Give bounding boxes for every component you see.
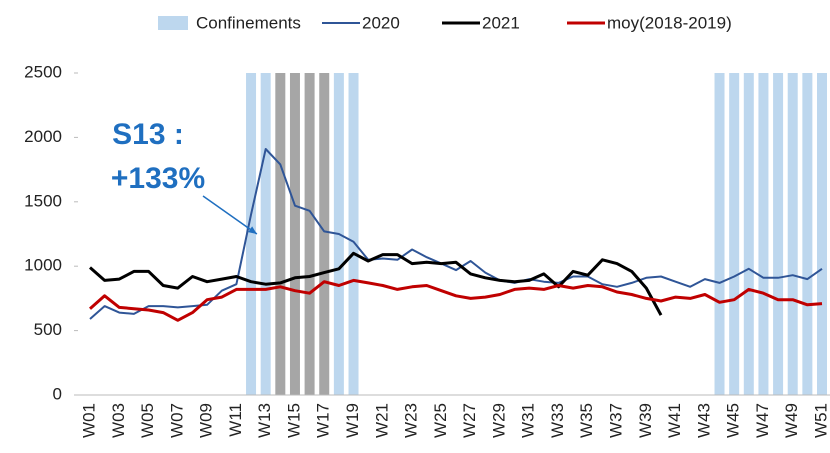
lockdown-bar [773,73,784,395]
x-tick-label: W15 [284,403,303,438]
lockdown-bar [802,73,813,395]
x-tick-label: W49 [782,403,801,438]
annotation-arrow [202,195,258,235]
x-tick-label: W51 [811,403,830,438]
x-tick-label: W37 [607,403,626,438]
x-tick-label: W09 [197,403,216,438]
x-tick-label: W17 [314,403,333,438]
x-tick-label: W03 [109,403,128,438]
x-tick-label: W31 [519,403,538,438]
y-tick-label: 1000 [24,256,62,275]
x-tick-label: W13 [255,403,274,438]
x-tick-label: W19 [343,403,362,438]
lockdown-bar [787,73,798,395]
line-series [89,251,663,316]
x-tick-label: W05 [138,403,157,438]
x-tick-label: W29 [489,403,508,438]
x-tick-label: W45 [724,403,743,438]
x-tick-label: W23 [402,403,421,438]
x-tick-label: W21 [372,403,391,438]
legend-swatch [158,16,188,30]
x-tick-label: W47 [753,403,772,438]
x-tick-label: W43 [694,403,713,438]
legend-label: moy(2018-2019) [607,13,732,32]
x-tick-label: W07 [167,403,186,438]
lockdown-bar [246,73,257,395]
annotation: +133% [111,162,205,195]
x-tick-label: W01 [79,403,98,438]
lockdown-bar [758,73,769,395]
lockdown-bar [714,73,725,395]
lockdown-bar [743,73,754,395]
lockdown-bar [304,73,315,395]
x-tick-label: W33 [548,403,567,438]
y-tick-label: 500 [34,320,62,339]
x-tick-label: W41 [665,403,684,438]
x-tick-label: W25 [431,403,450,438]
lockdown-bar [275,73,286,395]
lockdown-bar [817,73,827,395]
lockdown-bar [319,73,330,395]
y-tick-label: 2500 [24,62,62,81]
x-tick-label: W27 [460,403,479,438]
lockdown-bar [348,73,359,395]
y-tick-label: 1500 [24,191,62,210]
legend-label: 2021 [482,13,520,32]
line-series [89,278,823,322]
y-tick-label: 0 [53,384,62,403]
x-tick-label: W39 [636,403,655,438]
x-tick-label: W11 [226,403,245,437]
y-tick-label: 2000 [24,127,62,146]
arrow-head [248,226,257,234]
lockdown-bar [260,73,271,395]
lockdown-bar [729,73,740,395]
lockdown-bar [289,73,300,395]
annotation: S13 : [112,118,184,151]
x-tick-label: W35 [577,403,596,438]
legend-label: Confinements [196,13,301,32]
legend-label: 2020 [362,13,400,32]
